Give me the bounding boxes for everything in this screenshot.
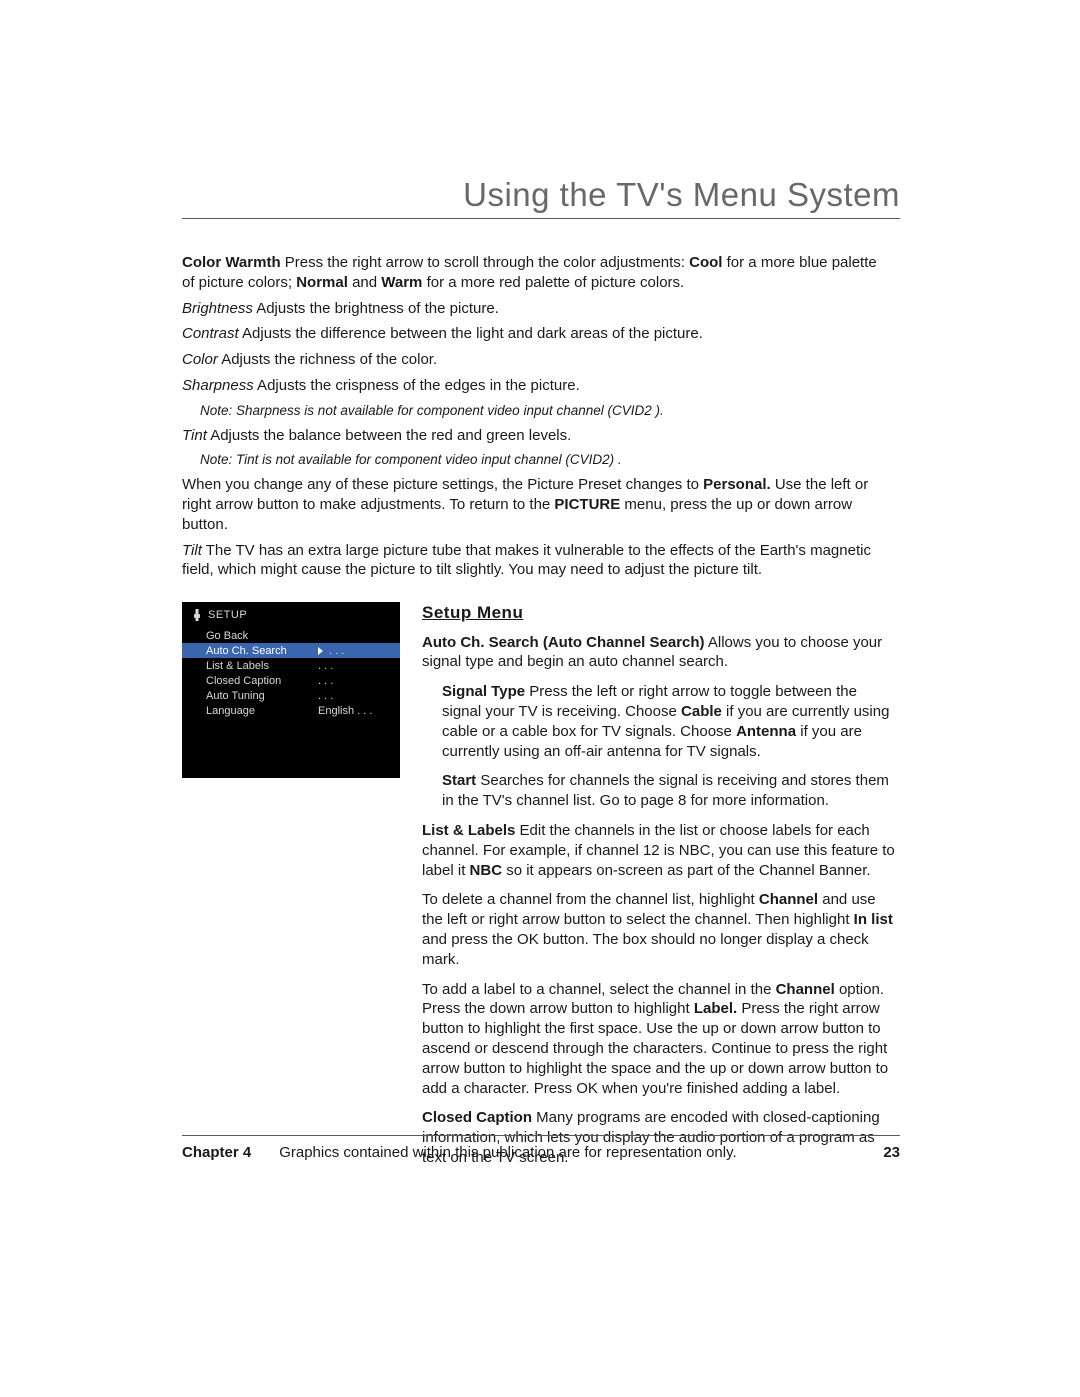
osd-title: SETUP: [208, 609, 247, 621]
color-para: Color Adjusts the richness of the color.: [182, 350, 888, 370]
page-title: Using the TV's Menu System: [182, 176, 900, 214]
setup-menu-heading: Setup Menu: [422, 602, 900, 624]
add-label-para: To add a label to a channel, select the …: [422, 980, 900, 1099]
contrast-para: Contrast Adjusts the difference between …: [182, 324, 888, 344]
auto-ch-search-para: Auto Ch. Search (Auto Channel Search) Al…: [422, 633, 900, 673]
chapter-label: Chapter 4: [182, 1144, 251, 1161]
setup-column: Setup Menu Auto Ch. Search (Auto Channel…: [422, 602, 900, 1178]
personal-para: When you change any of these picture set…: [182, 475, 888, 534]
start-para: Start Searches for channels the signal i…: [442, 771, 900, 811]
term-color-warmth: Color Warmth: [182, 254, 281, 271]
color-warmth-para: Color Warmth Press the right arrow to sc…: [182, 253, 888, 293]
setup-osd-screenshot: SETUP Go Back Auto Ch. Search . . . List…: [182, 602, 400, 778]
setup-icon: [190, 608, 204, 622]
footer-note: Graphics contained within this publicati…: [279, 1144, 883, 1161]
osd-header: SETUP: [182, 602, 400, 628]
page-number: 23: [883, 1144, 900, 1161]
delete-channel-para: To delete a channel from the channel lis…: [422, 890, 900, 969]
sharpness-note: Note: Sharpness is not available for com…: [200, 402, 888, 420]
tint-note: Note: Tint is not available for componen…: [200, 451, 888, 469]
tilt-para: Tilt The TV has an extra large picture t…: [182, 541, 888, 581]
list-labels-para: List & Labels Edit the channels in the l…: [422, 821, 900, 880]
osd-wrapper: SETUP Go Back Auto Ch. Search . . . List…: [182, 602, 422, 1178]
page-footer: Chapter 4 Graphics contained within this…: [182, 1135, 900, 1161]
body-column: Color Warmth Press the right arrow to sc…: [182, 253, 888, 580]
osd-row-list-labels: List & Labels . . .: [182, 658, 400, 673]
title-rule: [182, 218, 900, 219]
signal-type-para: Signal Type Press the left or right arro…: [442, 682, 900, 761]
osd-row-auto-tuning: Auto Tuning . . .: [182, 688, 400, 703]
sharpness-para: Sharpness Adjusts the crispness of the e…: [182, 376, 888, 396]
arrow-right-icon: [318, 647, 323, 655]
osd-row-language: Language English . . .: [182, 703, 400, 718]
two-column-section: SETUP Go Back Auto Ch. Search . . . List…: [182, 602, 900, 1178]
page: Using the TV's Menu System Color Warmth …: [0, 0, 1080, 1397]
tint-para: Tint Adjusts the balance between the red…: [182, 426, 888, 446]
osd-go-back: Go Back: [182, 628, 400, 643]
osd-row-closed-caption: Closed Caption . . .: [182, 673, 400, 688]
osd-row-auto-ch-search: Auto Ch. Search . . .: [182, 643, 400, 658]
brightness-para: Brightness Adjusts the brightness of the…: [182, 299, 888, 319]
